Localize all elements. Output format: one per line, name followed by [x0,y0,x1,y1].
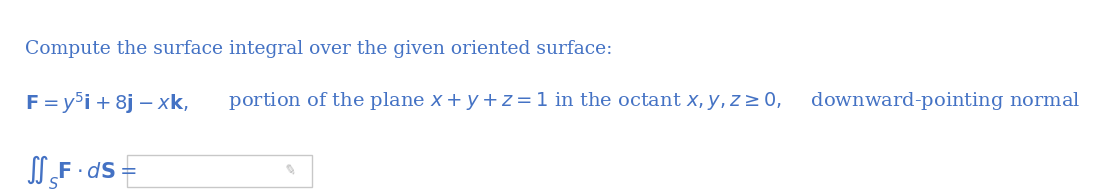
Bar [127,155,312,187]
Text: portion of the plane $x + y + z = 1$ in the octant $x, y, z \geq 0,$    downward: portion of the plane $x + y + z = 1$ in … [210,90,1081,112]
Text: Compute the surface integral over the given oriented surface:: Compute the surface integral over the gi… [25,40,613,58]
Text: $\mathbf{F} = y^5\mathbf{i} + 8\mathbf{j} - x\mathbf{k},$: $\mathbf{F} = y^5\mathbf{i} + 8\mathbf{j… [25,90,189,116]
Text: $\iint_S \mathbf{F} \cdot d\mathbf{S} =$: $\iint_S \mathbf{F} \cdot d\mathbf{S} =$ [25,153,137,192]
Text: ✎: ✎ [283,163,297,179]
